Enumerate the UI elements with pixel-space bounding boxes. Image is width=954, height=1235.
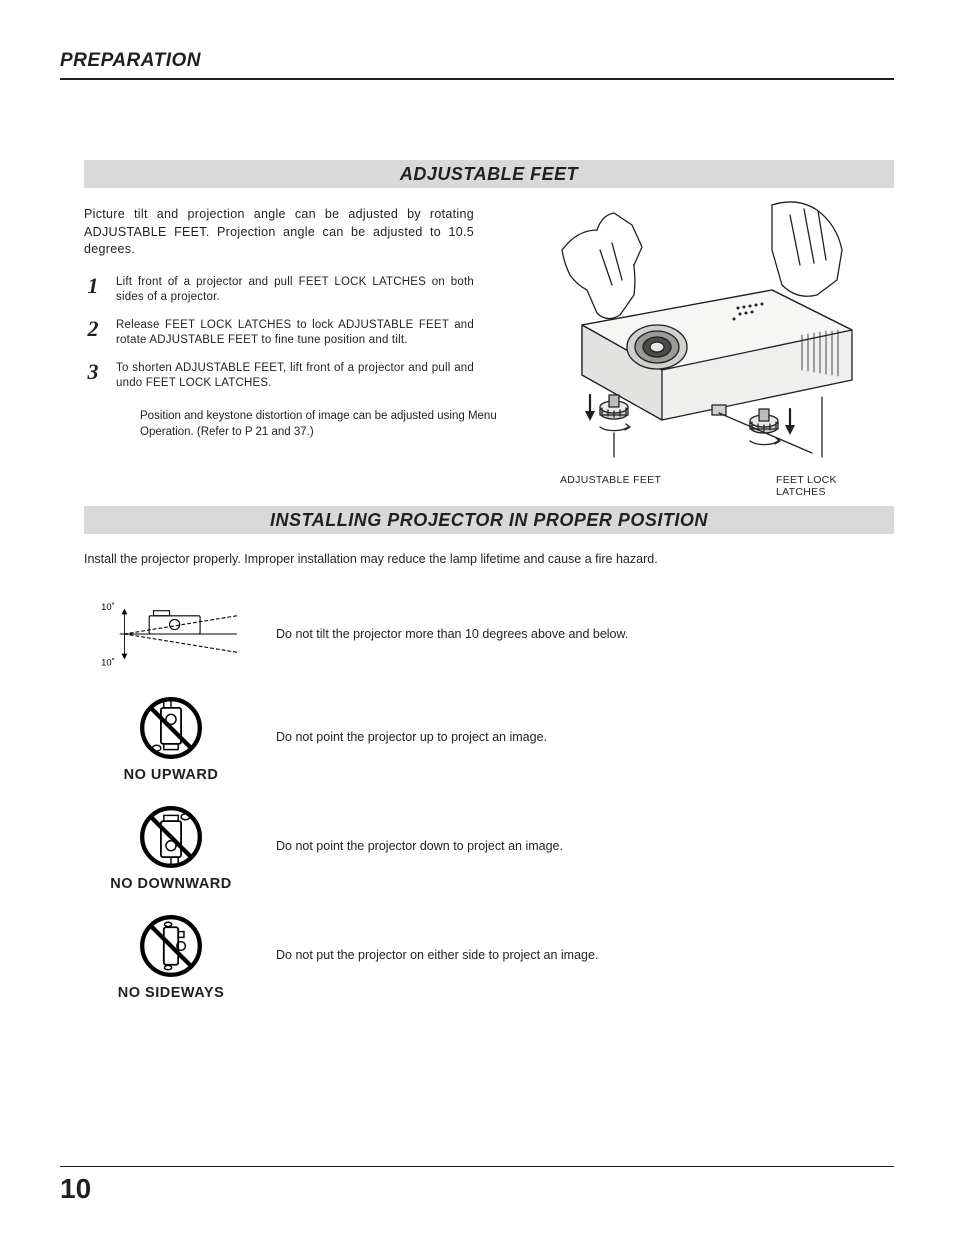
step-item: 1 Lift front of a projector and pull FEE… — [84, 275, 474, 306]
warning-row-upward: NO UPWARD Do not point the projector up … — [66, 692, 894, 783]
section-title-installing: INSTALLING PROJECTOR IN PROPER POSITION — [84, 506, 894, 534]
warning-row-tilt: 10˚ 10˚ Do not tilt the projector more t… — [66, 594, 894, 674]
page-section-header: PREPARATION — [60, 50, 894, 80]
page-number: 10 — [60, 1173, 894, 1205]
tilt-angle-icon: 10˚ 10˚ — [96, 594, 246, 674]
no-upward-icon — [135, 692, 207, 764]
warning-text-tilt: Do not tilt the projector more than 10 d… — [276, 627, 894, 641]
step-text: To shorten ADJUSTABLE FEET, lift front o… — [116, 361, 474, 392]
step-item: 3 To shorten ADJUSTABLE FEET, lift front… — [84, 361, 474, 392]
warning-text-sideways: Do not put the projector on either side … — [276, 948, 894, 962]
step-number: 3 — [84, 361, 102, 392]
step-text: Release FEET LOCK LATCHES to lock ADJUST… — [116, 318, 474, 349]
warning-text-downward: Do not point the projector down to proje… — [276, 839, 894, 853]
diagram-label-adjustable-feet: ADJUSTABLE FEET — [560, 474, 661, 498]
warning-caption-sideways: NO SIDEWAYS — [118, 985, 225, 1001]
steps-list: 1 Lift front of a projector and pull FEE… — [84, 275, 474, 440]
step-number: 2 — [84, 318, 102, 349]
step-text: Lift front of a projector and pull FEET … — [116, 275, 474, 306]
step-number: 1 — [84, 275, 102, 306]
warning-row-sideways: NO SIDEWAYS Do not put the projector on … — [66, 910, 894, 1001]
step-note: Position and keystone distortion of imag… — [140, 408, 500, 440]
angle-bottom-label: 10˚ — [101, 657, 115, 668]
section2-intro: Install the projector properly. Improper… — [84, 552, 894, 566]
section-title-adjustable-feet: ADJUSTABLE FEET — [84, 160, 894, 188]
warning-text-upward: Do not point the projector up to project… — [276, 730, 894, 744]
section1-intro: Picture tilt and projection angle can be… — [84, 206, 474, 259]
projector-diagram: ADJUSTABLE FEET FEET LOCK LATCHES — [542, 195, 882, 498]
warning-row-downward: NO DOWNWARD Do not point the projector d… — [66, 801, 894, 892]
warning-caption-downward: NO DOWNWARD — [110, 876, 232, 892]
projector-illustration — [542, 195, 882, 465]
step-item: 2 Release FEET LOCK LATCHES to lock ADJU… — [84, 318, 474, 349]
warning-caption-upward: NO UPWARD — [124, 767, 219, 783]
no-sideways-icon — [135, 910, 207, 982]
page-footer: 10 — [60, 1166, 894, 1205]
no-downward-icon — [135, 801, 207, 873]
angle-top-label: 10˚ — [101, 602, 115, 613]
diagram-label-feet-lock-latches: FEET LOCK LATCHES — [776, 474, 876, 498]
